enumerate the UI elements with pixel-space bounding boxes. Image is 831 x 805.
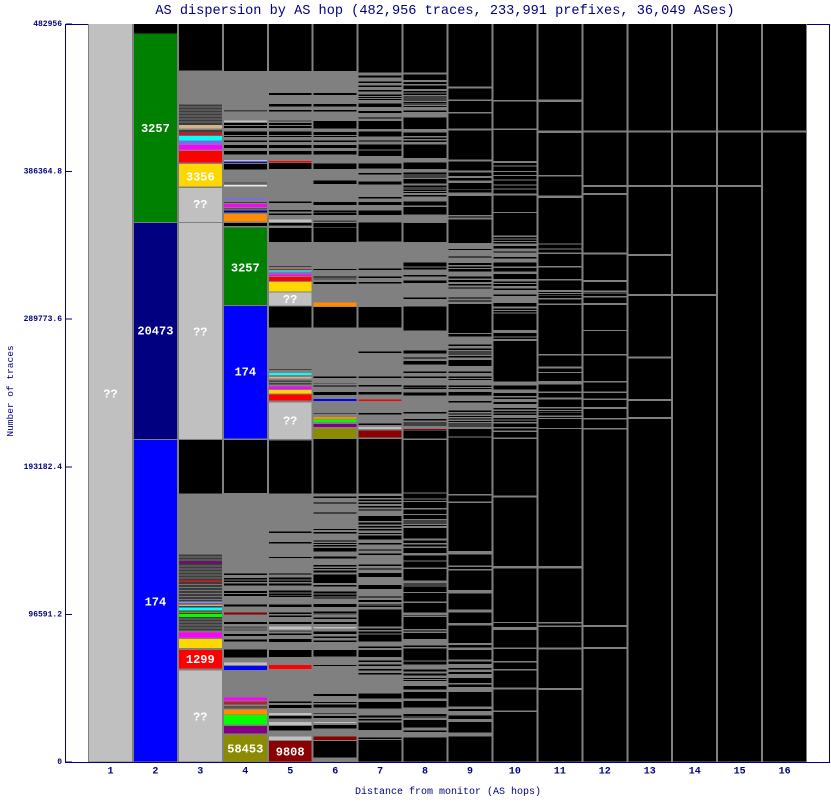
svg-text:3356: 3356 — [186, 171, 215, 185]
svg-text:8: 8 — [422, 767, 428, 778]
svg-text:386364.8: 386364.8 — [24, 168, 63, 177]
svg-text:58453: 58453 — [227, 743, 263, 757]
svg-text:15: 15 — [734, 767, 746, 778]
svg-text:14: 14 — [689, 767, 701, 778]
svg-text:20473: 20473 — [137, 325, 173, 339]
svg-text:2: 2 — [152, 767, 158, 778]
svg-text:??: ?? — [193, 326, 207, 340]
svg-text:??: ?? — [193, 198, 207, 212]
svg-text:7: 7 — [377, 767, 383, 778]
svg-text:16: 16 — [779, 767, 791, 778]
svg-text:10: 10 — [509, 767, 521, 778]
svg-text:96591.2: 96591.2 — [28, 610, 62, 619]
svg-text:0: 0 — [57, 758, 62, 767]
svg-text:3: 3 — [197, 767, 203, 778]
svg-text:289773.6: 289773.6 — [24, 315, 63, 324]
svg-text:12: 12 — [599, 767, 611, 778]
svg-text:3257: 3257 — [141, 122, 170, 136]
svg-text:??: ?? — [283, 293, 297, 307]
svg-text:9: 9 — [467, 767, 473, 778]
svg-text:AS dispersion by AS hop (482,9: AS dispersion by AS hop (482,956 traces,… — [155, 4, 734, 19]
svg-text:??: ?? — [103, 388, 117, 402]
svg-text:Distance from monitor (AS hops: Distance from monitor (AS hops) — [355, 786, 541, 798]
svg-text:11: 11 — [554, 767, 566, 778]
svg-text:174: 174 — [145, 596, 167, 610]
svg-text:Number of traces: Number of traces — [5, 345, 16, 436]
svg-text:193182.4: 193182.4 — [24, 463, 63, 472]
svg-text:??: ?? — [193, 711, 207, 725]
svg-text:4: 4 — [242, 767, 248, 778]
svg-text:6: 6 — [332, 767, 338, 778]
svg-text:482956: 482956 — [33, 20, 62, 29]
svg-text:174: 174 — [234, 366, 256, 380]
svg-text:1: 1 — [107, 767, 113, 778]
svg-text:3257: 3257 — [231, 262, 260, 276]
svg-text:9808: 9808 — [276, 746, 305, 760]
svg-text:13: 13 — [644, 767, 656, 778]
svg-text:??: ?? — [283, 415, 297, 429]
svg-text:1299: 1299 — [186, 653, 215, 667]
svg-text:5: 5 — [287, 767, 293, 778]
